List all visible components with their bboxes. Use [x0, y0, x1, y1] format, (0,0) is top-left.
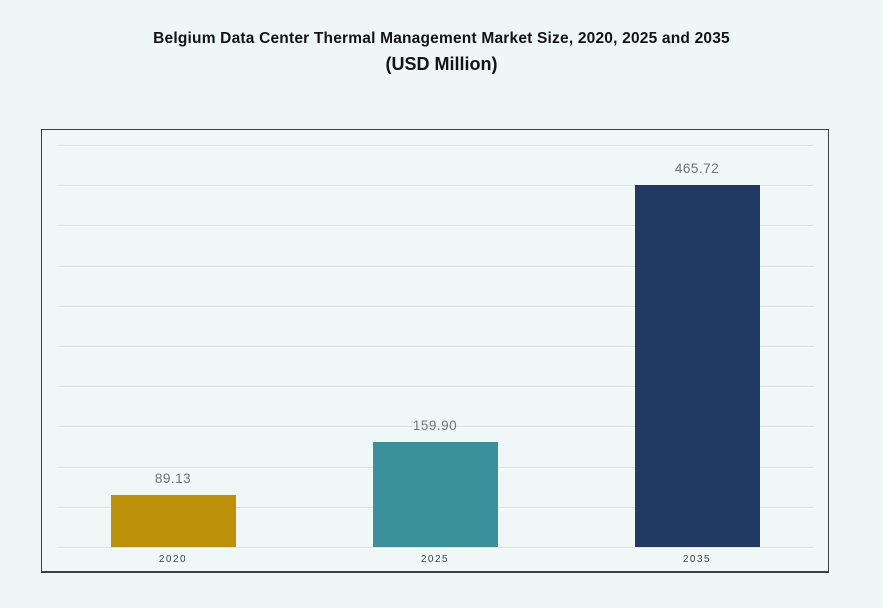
x-tick-2025: 2025	[420, 553, 450, 565]
bar-2025	[372, 442, 498, 547]
baseline-gridline	[57, 547, 814, 548]
gridline	[57, 305, 814, 307]
x-axis: 2020 2025 2035	[42, 547, 828, 571]
bars-container: 89.13 159.90 465.72	[42, 130, 828, 547]
gridline	[57, 185, 814, 187]
bar-group-2035: 465.72	[566, 130, 828, 547]
gridline	[57, 225, 814, 227]
bar-value-label-2025: 159.90	[412, 418, 458, 433]
bar-2035	[634, 185, 760, 547]
chart-frame: 89.13 159.90 465.72 2020 2025 2035	[41, 129, 829, 573]
gridline	[57, 145, 814, 146]
bar-group-2020: 89.13	[42, 130, 304, 547]
bar-2020	[110, 495, 236, 547]
x-tick-2035: 2035	[682, 553, 712, 565]
gridline	[57, 346, 814, 347]
chart-title: Belgium Data Center Thermal Management M…	[153, 30, 730, 47]
gridline	[57, 265, 814, 267]
gridline	[57, 426, 814, 428]
bar-value-label-2035: 465.72	[674, 161, 720, 176]
chart-subtitle: (USD Million)	[385, 54, 498, 74]
bar-group-2025: 159.90	[304, 130, 566, 547]
chart-header: Belgium Data Center Thermal Management M…	[0, 0, 883, 75]
gridline	[57, 386, 814, 388]
x-tick-2020: 2020	[158, 553, 188, 565]
bar-value-label-2020: 89.13	[154, 471, 192, 486]
